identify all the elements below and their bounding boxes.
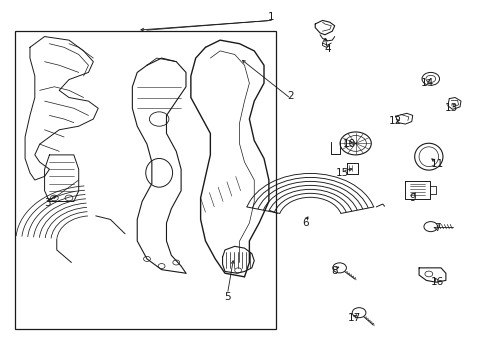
Text: 17: 17 <box>347 313 360 323</box>
Text: 8: 8 <box>331 266 337 276</box>
Text: 13: 13 <box>444 103 457 113</box>
Text: 11: 11 <box>429 159 443 169</box>
Text: 7: 7 <box>433 224 440 233</box>
Text: 15: 15 <box>335 168 348 178</box>
Text: 3: 3 <box>43 198 50 208</box>
Text: 16: 16 <box>429 277 443 287</box>
Text: 1: 1 <box>267 12 274 22</box>
Text: 4: 4 <box>324 44 330 54</box>
Text: 12: 12 <box>388 116 402 126</box>
Text: 2: 2 <box>287 91 294 101</box>
Text: 9: 9 <box>408 193 415 203</box>
Text: 6: 6 <box>302 218 308 228</box>
Text: 14: 14 <box>420 78 433 88</box>
Text: 10: 10 <box>342 139 355 149</box>
Bar <box>15 31 276 329</box>
Text: 5: 5 <box>224 292 230 302</box>
